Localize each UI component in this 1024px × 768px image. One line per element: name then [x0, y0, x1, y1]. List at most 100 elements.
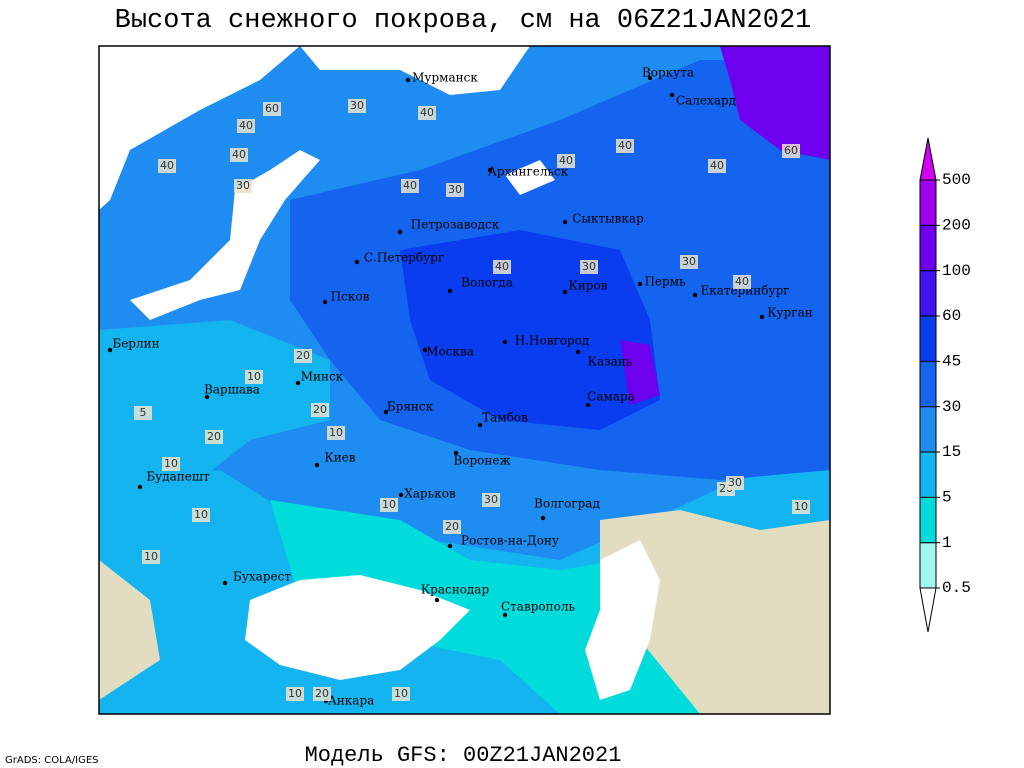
- city-dot: [477, 422, 483, 428]
- city-dot: [434, 597, 440, 603]
- contour-label: 10: [394, 687, 408, 700]
- colorbar-label: 1: [942, 534, 952, 552]
- contour-label-box: [557, 154, 575, 168]
- colorbar-segment: [919, 360, 937, 408]
- colorbar-label: 500: [942, 171, 971, 189]
- city-dot: [397, 229, 403, 235]
- map-title: Высота снежного покрова, см на 06Z21JAN2…: [115, 6, 812, 36]
- land-bare-west: [99, 560, 160, 700]
- city-dot: [405, 77, 411, 83]
- contour-label: 20: [315, 687, 329, 700]
- field-core: [400, 230, 660, 430]
- city-label: Брянск: [387, 400, 434, 414]
- contour-label: 30: [350, 99, 364, 112]
- city-label: Курган: [767, 306, 812, 320]
- colorbar-label: 30: [942, 398, 961, 416]
- city-dot: [585, 402, 591, 408]
- field-northeast: [720, 46, 830, 160]
- city-dot: [383, 409, 389, 415]
- city-label: Киев: [324, 451, 355, 465]
- contour-label-box: [733, 275, 751, 289]
- model-footer: Модель GFS: 00Z21JAN2021: [305, 743, 622, 768]
- contour-label: 20: [313, 403, 327, 416]
- contour-label: 10: [247, 370, 261, 383]
- colorbar-label: 0.5: [942, 579, 971, 597]
- contour-label: 40: [160, 159, 174, 172]
- city-label: Псков: [331, 290, 370, 304]
- city-dot: [562, 219, 568, 225]
- contour-label-box: [401, 179, 419, 193]
- city-dot: [314, 462, 320, 468]
- colorbar-segment: [919, 542, 937, 589]
- contour-label: 30: [582, 260, 596, 273]
- city-label: Москва: [426, 345, 474, 359]
- contour-label: 10: [194, 508, 208, 521]
- contour-label-box: [245, 370, 263, 384]
- city-label: Берлин: [112, 337, 159, 351]
- contour-label: 10: [288, 687, 302, 700]
- contour-label: 40: [239, 119, 253, 132]
- map-frame: [98, 45, 831, 715]
- contour-label: 40: [403, 179, 417, 192]
- contour-label: 40: [710, 159, 724, 172]
- colorbar-label: 60: [942, 307, 961, 325]
- contour-label-box: [205, 430, 223, 444]
- colorbar-segment: [919, 496, 937, 544]
- colorbar-segment: [919, 224, 937, 272]
- contour-label-box: [726, 476, 744, 490]
- contour-label: 30: [448, 183, 462, 196]
- contour-label: 10: [794, 500, 808, 513]
- contour-label-box: [313, 687, 331, 701]
- contour-label: 40: [232, 148, 246, 161]
- city-dot: [222, 580, 228, 586]
- city-label: Вологда: [461, 276, 513, 290]
- contour-label: 60: [784, 144, 798, 157]
- contour-label: 40: [559, 154, 573, 167]
- sea-barents: [300, 46, 530, 95]
- city-dot: [637, 281, 643, 287]
- city-label: Харьков: [404, 487, 456, 501]
- city-label: Воронеж: [453, 454, 510, 468]
- contour-label: 30: [682, 255, 696, 268]
- city-label: Бухарест: [233, 570, 291, 584]
- city-dot: [322, 299, 328, 305]
- city-dot: [669, 92, 675, 98]
- city-dot: [398, 492, 404, 498]
- colorbar-segment: [919, 270, 937, 317]
- city-label: Воркута: [642, 66, 694, 80]
- contour-label-box: [446, 183, 464, 197]
- city-dot: [137, 484, 143, 490]
- contour-label-box: [348, 99, 366, 113]
- city-dot: [647, 75, 653, 81]
- city-dot: [354, 259, 360, 265]
- colorbar-label: 200: [942, 217, 971, 235]
- city-dot: [502, 339, 508, 345]
- contour-label: 10: [164, 457, 178, 470]
- contour-label-box: [580, 260, 598, 274]
- city-label: Ставрополь: [501, 600, 575, 614]
- field-kazan: [620, 340, 660, 405]
- colorbar-segment: [919, 315, 937, 362]
- sea-north: [99, 46, 300, 210]
- credit: GrADS: COLA/IGES: [5, 755, 99, 766]
- contour-label: 40: [618, 139, 632, 152]
- land-bare-east: [600, 510, 830, 714]
- colorbar-label: 45: [942, 353, 961, 371]
- city-label: Салехард: [676, 94, 736, 108]
- sea-white: [505, 160, 555, 195]
- city-dot: [502, 612, 508, 618]
- field-west: [99, 320, 330, 500]
- city-label: Ростов-на-Дону: [461, 534, 559, 548]
- contour-label-box: [493, 260, 511, 274]
- colorbar-segment: [919, 406, 937, 453]
- contour-label: 40: [495, 260, 509, 273]
- colorbar-segment: [919, 179, 937, 226]
- colorbar-label: 100: [942, 262, 971, 280]
- city-dot: [447, 543, 453, 549]
- contour-label-box: [142, 550, 160, 564]
- city-dot: [204, 394, 210, 400]
- city-dot: [453, 450, 459, 456]
- city-label: Казань: [588, 355, 633, 369]
- contour-label-box: [327, 426, 345, 440]
- colorbar-tip-low: [919, 587, 937, 633]
